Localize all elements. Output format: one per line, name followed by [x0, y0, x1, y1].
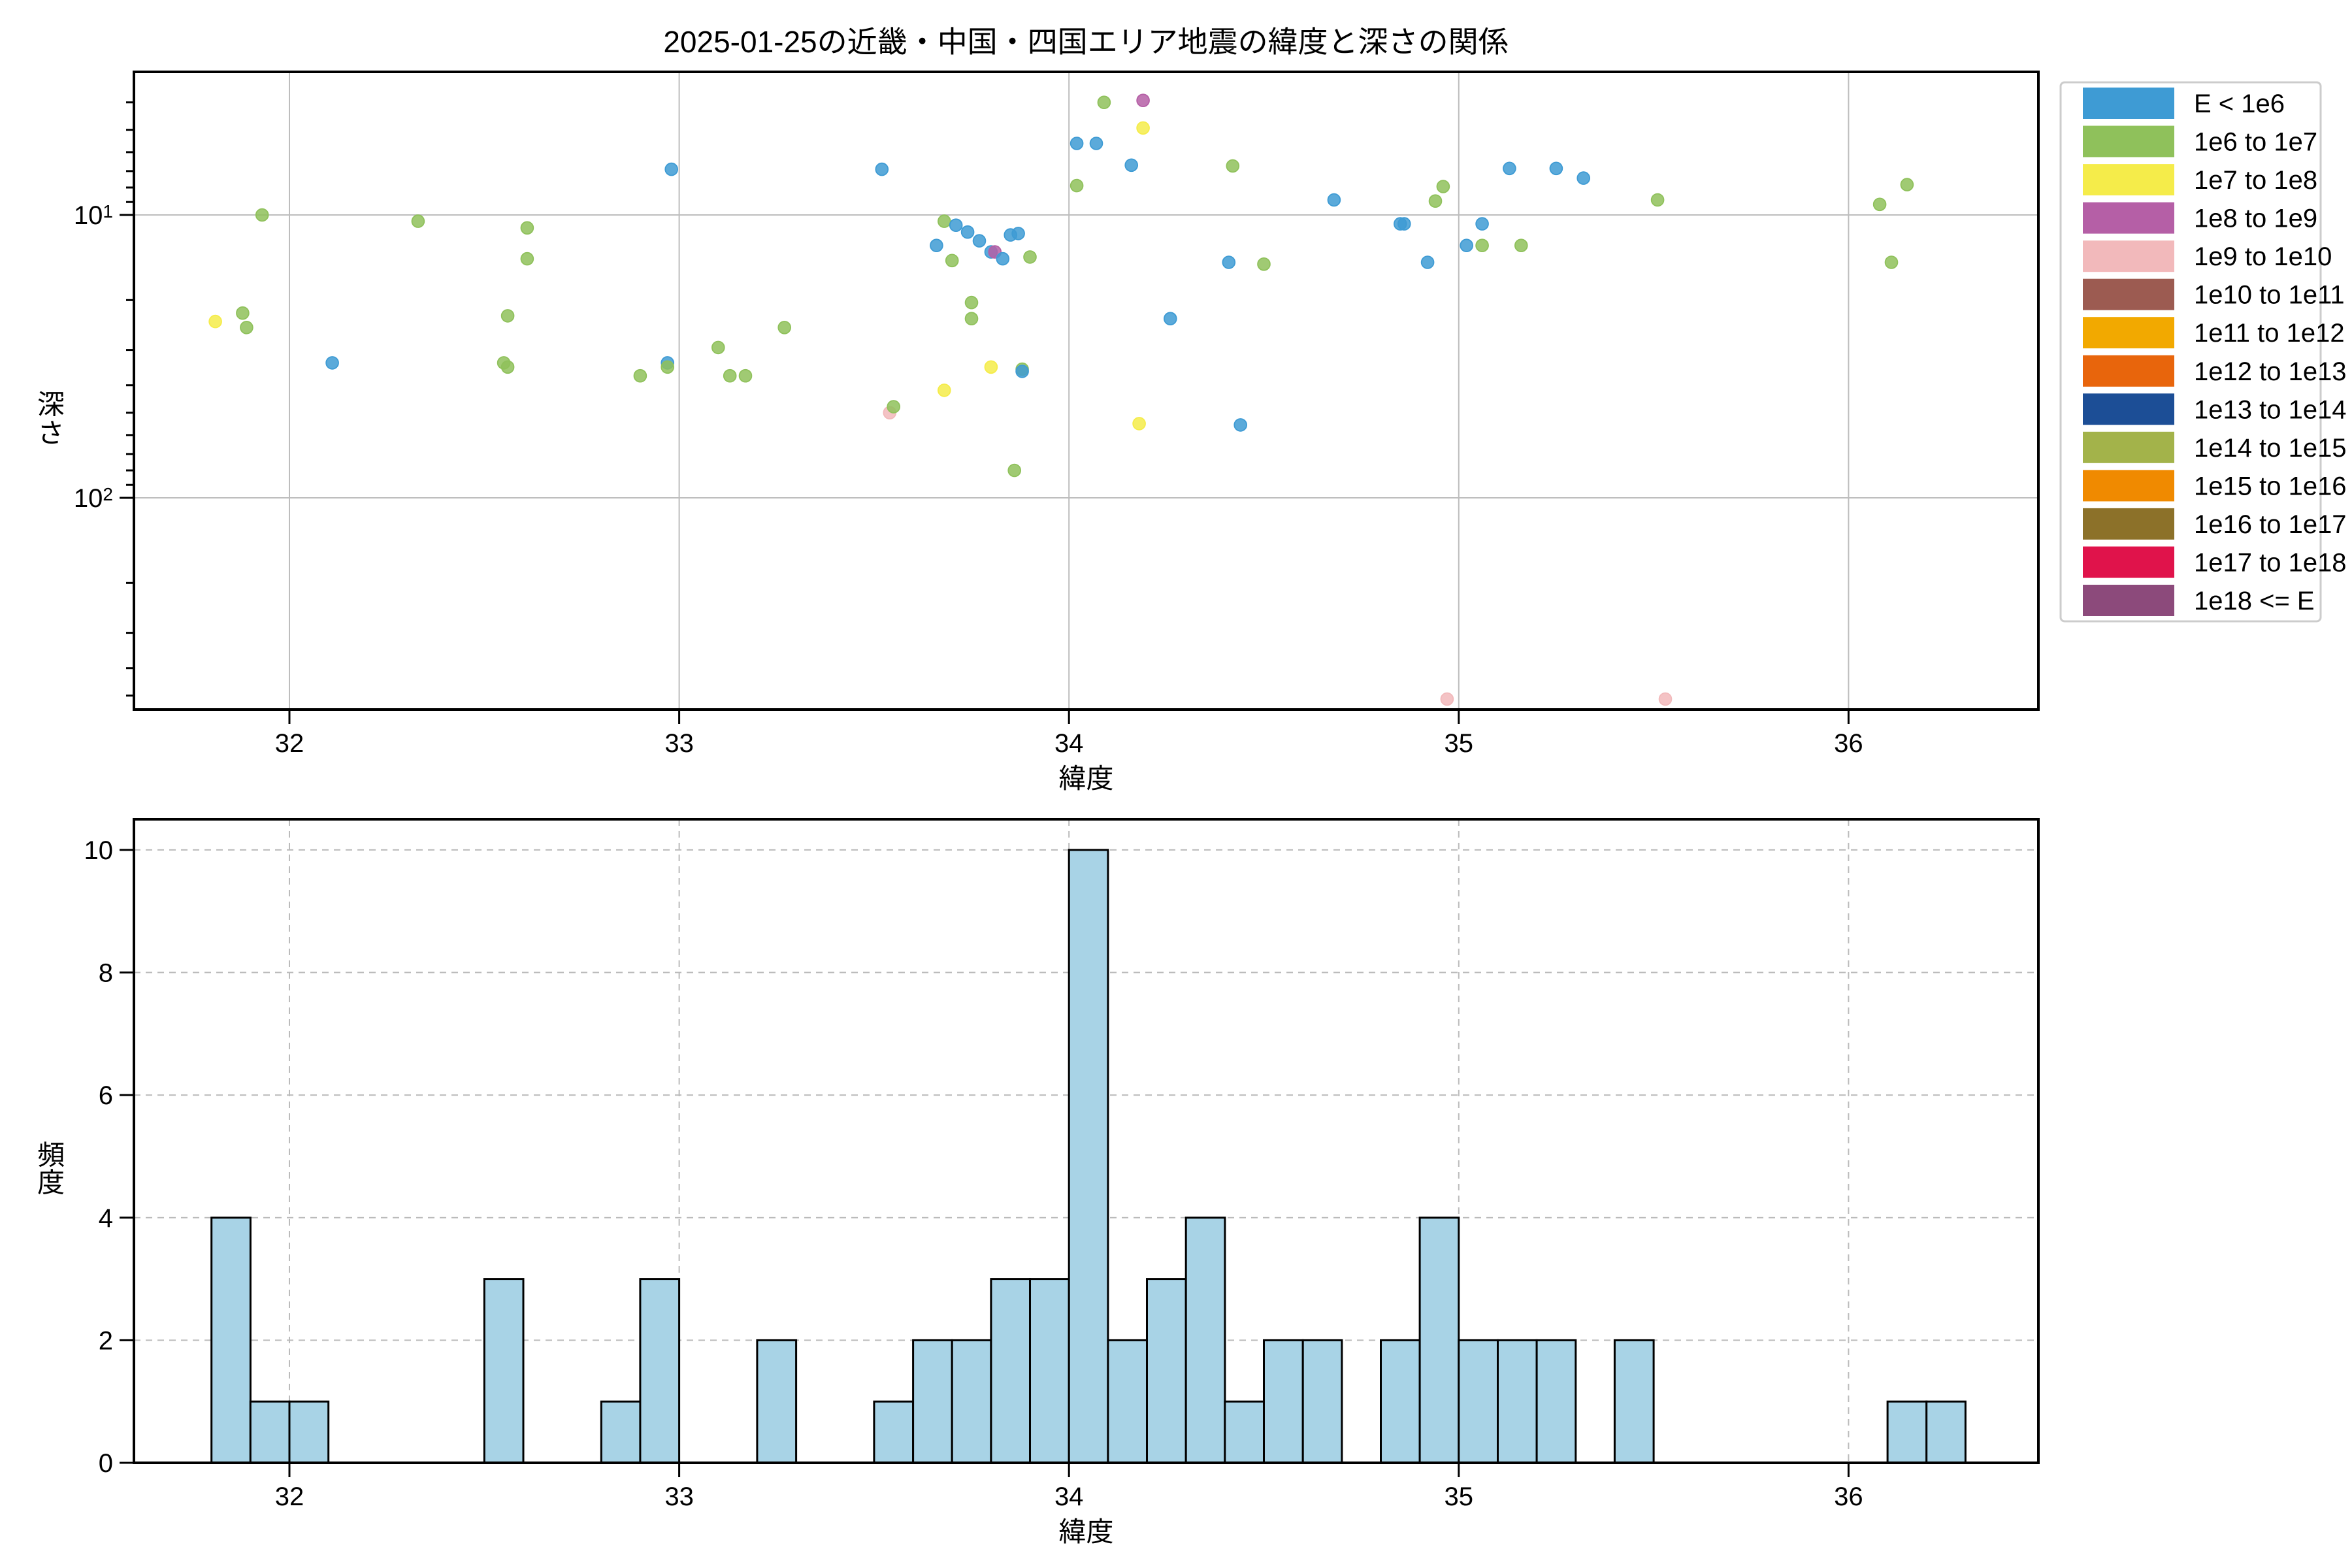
svg-text:36: 36	[1834, 729, 1863, 758]
svg-text:34: 34	[1054, 729, 1084, 758]
svg-text:1e12 to 1e13: 1e12 to 1e13	[2194, 357, 2347, 386]
svg-text:1e17 to 1e18: 1e17 to 1e18	[2194, 549, 2347, 578]
svg-text:深さ: 深さ	[34, 389, 65, 444]
svg-text:34: 34	[1054, 1482, 1084, 1511]
svg-text:1e15 to 1e16: 1e15 to 1e16	[2194, 472, 2347, 500]
svg-text:1e18 <= E: 1e18 <= E	[2194, 587, 2315, 615]
svg-text:0: 0	[99, 1449, 113, 1478]
svg-text:1e6 to 1e7: 1e6 to 1e7	[2194, 128, 2317, 157]
svg-text:35: 35	[1445, 1482, 1474, 1511]
svg-text:E < 1e6: E < 1e6	[2194, 90, 2285, 118]
svg-text:33: 33	[664, 1482, 694, 1511]
svg-text:1e7 to 1e8: 1e7 to 1e8	[2194, 166, 2317, 195]
svg-text:2: 2	[99, 1326, 113, 1355]
svg-text:4: 4	[99, 1204, 113, 1233]
svg-text:35: 35	[1445, 729, 1474, 758]
svg-text:8: 8	[99, 959, 113, 988]
svg-text:緯度: 緯度	[1058, 763, 1113, 794]
svg-text:1e13 to 1e14: 1e13 to 1e14	[2194, 395, 2347, 424]
svg-text:2025-01-25の近畿・中国・四国エリア地震の緯度と深さ: 2025-01-25の近畿・中国・四国エリア地震の緯度と深さの関係	[663, 25, 1508, 59]
svg-text:頻度: 頻度	[34, 1140, 65, 1195]
svg-text:32: 32	[275, 1482, 304, 1511]
svg-text:32: 32	[275, 729, 304, 758]
svg-text:6: 6	[99, 1081, 113, 1110]
svg-text:緯度: 緯度	[1058, 1516, 1113, 1547]
svg-text:1e8 to 1e9: 1e8 to 1e9	[2194, 204, 2317, 233]
svg-text:1e11 to 1e12: 1e11 to 1e12	[2194, 319, 2345, 348]
svg-text:36: 36	[1834, 1482, 1863, 1511]
svg-text:1e16 to 1e17: 1e16 to 1e17	[2194, 510, 2347, 539]
svg-text:1e14 to 1e15: 1e14 to 1e15	[2194, 434, 2347, 463]
svg-text:1e10 to 1e11: 1e10 to 1e11	[2194, 281, 2345, 310]
svg-text:10: 10	[84, 836, 114, 865]
svg-text:33: 33	[664, 729, 694, 758]
svg-text:1e9 to 1e10: 1e9 to 1e10	[2194, 242, 2332, 271]
